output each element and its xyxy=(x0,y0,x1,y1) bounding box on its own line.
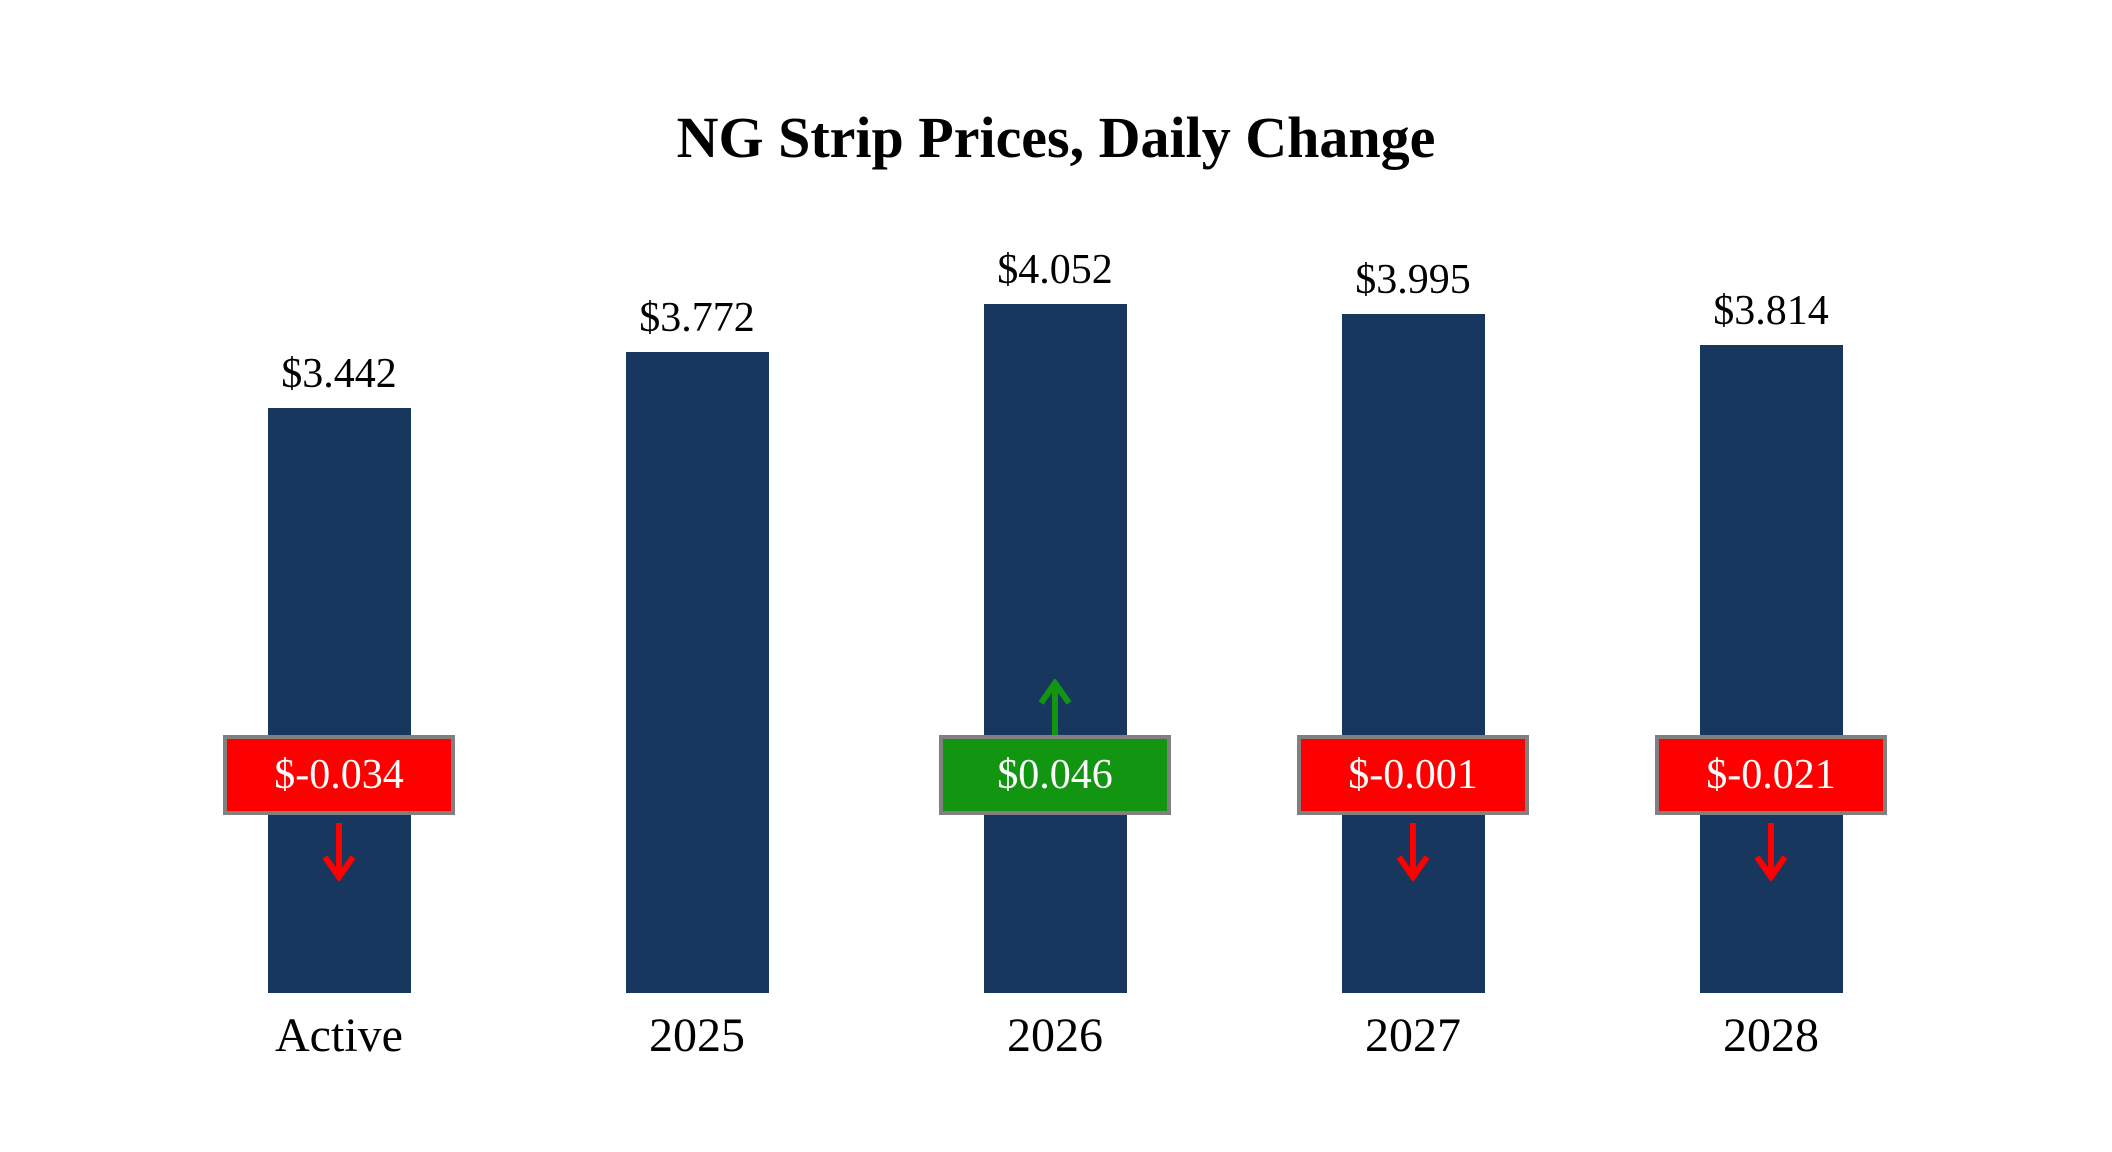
plot-area: $3.442 Active $-0.034 $3.772 2025 $4.052 2026 $… xyxy=(219,243,1891,1062)
bar xyxy=(1699,345,1843,993)
bar xyxy=(983,304,1127,993)
category-label: 2027 xyxy=(1365,1009,1461,1062)
bar-value-label: $3.995 xyxy=(1355,257,1471,303)
change-badge: $0.046 xyxy=(939,735,1171,815)
down-arrow-icon xyxy=(317,821,361,883)
bar-column: $3.772 2025 xyxy=(577,243,817,1062)
category-label: Active xyxy=(275,1009,403,1062)
bar xyxy=(267,408,411,993)
bar-value-label: $3.772 xyxy=(639,295,755,341)
bar-value-label: $3.442 xyxy=(281,351,397,397)
down-arrow-icon xyxy=(1391,821,1435,883)
bar xyxy=(1341,314,1485,993)
down-arrow-icon xyxy=(1749,821,1793,883)
change-badge: $-0.001 xyxy=(1297,735,1529,815)
change-badge: $-0.034 xyxy=(223,735,455,815)
bar xyxy=(625,352,769,993)
bar-column: $4.052 2026 $0.046 xyxy=(935,243,1175,1062)
chart-title: NG Strip Prices, Daily Change xyxy=(676,105,1436,170)
bar-value-label: $3.814 xyxy=(1713,288,1829,334)
bar-column: $3.442 Active $-0.034 xyxy=(219,243,459,1062)
up-arrow-icon xyxy=(1033,677,1077,739)
category-label: 2025 xyxy=(649,1009,745,1062)
category-label: 2028 xyxy=(1723,1009,1819,1062)
bar-column: $3.995 2027 $-0.001 xyxy=(1293,243,1533,1062)
bar-value-label: $4.052 xyxy=(997,247,1113,293)
category-label: 2026 xyxy=(1007,1009,1103,1062)
bar-column: $3.814 2028 $-0.021 xyxy=(1651,243,1891,1062)
change-badge: $-0.021 xyxy=(1655,735,1887,815)
